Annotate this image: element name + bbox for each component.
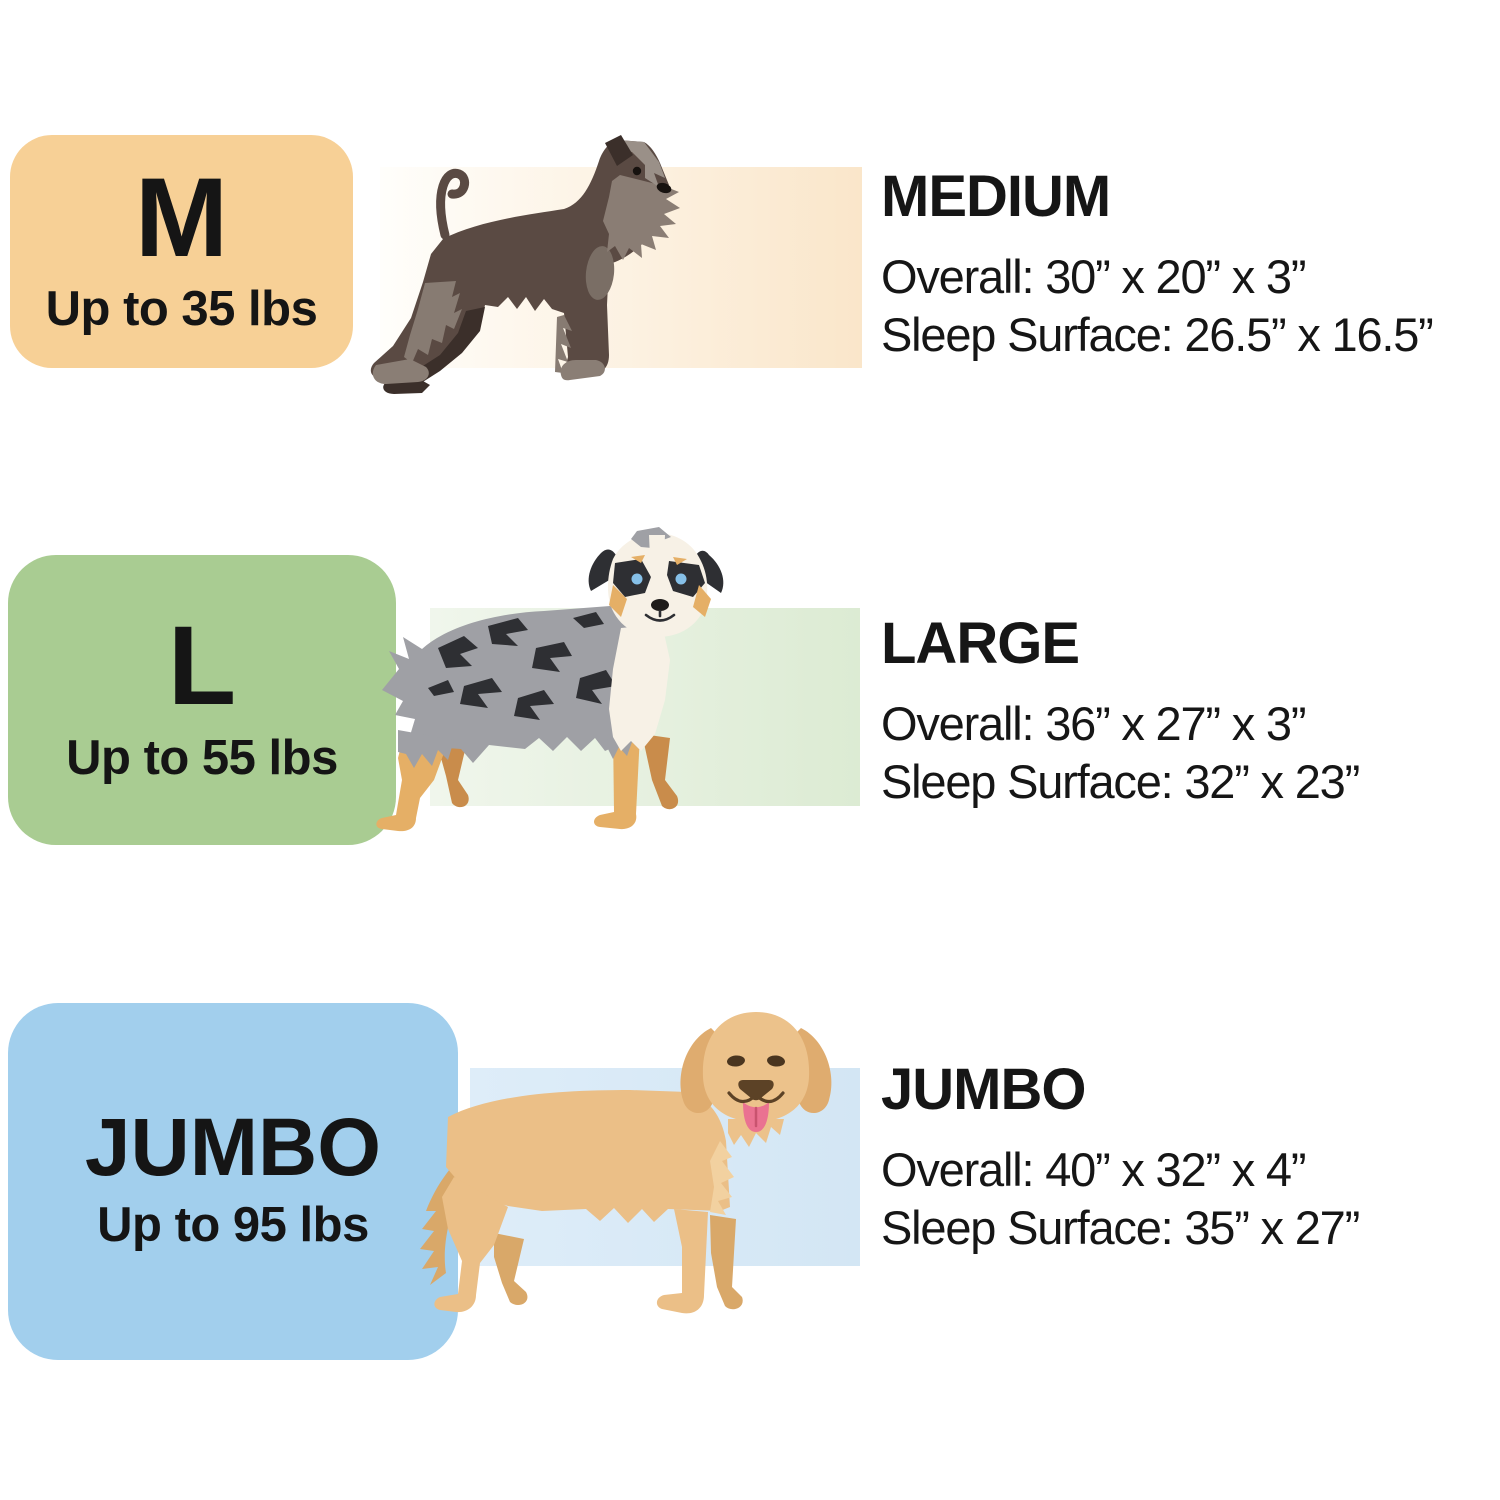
size-details-jumbo: JUMBO Overall: 40” x 32” x 4” Sleep Surf…	[881, 1056, 1360, 1258]
australian-shepherd-illustration	[376, 527, 724, 832]
size-badge-large: L Up to 55 lbs	[8, 555, 396, 845]
schnauzer-illustration	[370, 135, 680, 394]
sleep-surface-dimensions: Sleep Surface: 32” x 23”	[881, 755, 1360, 809]
golden-retriever-illustration	[420, 1012, 832, 1314]
size-details-large: LARGE Overall: 36” x 27” x 3” Sleep Surf…	[881, 610, 1360, 812]
sleep-surface-dimensions: Sleep Surface: 35” x 27”	[881, 1201, 1360, 1255]
overall-dimensions: Overall: 30” x 20” x 3”	[881, 250, 1306, 303]
size-badge-letter: M	[134, 154, 229, 280]
size-heading: JUMBO	[881, 1057, 1086, 1122]
size-badge-weight: Up to 35 lbs	[45, 282, 318, 337]
size-badge-weight: Up to 55 lbs	[66, 730, 338, 785]
size-badge-medium: M Up to 35 lbs	[10, 135, 353, 368]
size-heading: LARGE	[881, 611, 1080, 676]
size-badge-letter: JUMBO	[84, 1101, 382, 1193]
size-badge-weight: Up to 95 lbs	[97, 1198, 369, 1253]
size-heading: MEDIUM	[881, 164, 1111, 229]
size-details-medium: MEDIUM Overall: 30” x 20” x 3” Sleep Sur…	[881, 163, 1434, 365]
size-badge-letter: L	[167, 603, 237, 729]
size-badge-jumbo: JUMBO Up to 95 lbs	[8, 1003, 458, 1360]
overall-dimensions: Overall: 36” x 27” x 3”	[881, 697, 1306, 750]
sleep-surface-dimensions: Sleep Surface: 26.5” x 16.5”	[881, 308, 1434, 362]
overall-dimensions: Overall: 40” x 32” x 4”	[881, 1143, 1306, 1196]
